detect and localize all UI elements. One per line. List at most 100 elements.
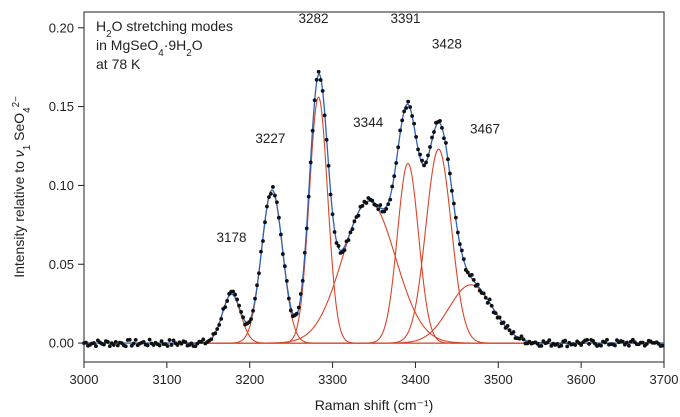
y-tick-label-0.00: 0.00 <box>49 336 74 351</box>
data-point-140 <box>361 204 365 208</box>
peak-label-3282: 3282 <box>298 11 328 26</box>
data-point-131 <box>343 248 347 252</box>
data-point-122 <box>325 138 329 142</box>
data-point-174 <box>428 145 432 149</box>
y-axis-label: Intensity relative to ν1 SeO42− <box>11 96 33 278</box>
data-point-80 <box>241 315 245 319</box>
data-point-136 <box>353 219 357 223</box>
data-point-204 <box>488 298 492 302</box>
x-tick-label-3300: 3300 <box>318 372 347 387</box>
component-peak-3344 <box>175 201 573 343</box>
data-point-32 <box>146 344 150 348</box>
data-point-95 <box>271 185 275 189</box>
data-point-60 <box>201 338 205 342</box>
peak-label-3227: 3227 <box>255 131 285 146</box>
data-point-147 <box>374 204 378 208</box>
data-point-42 <box>166 344 170 348</box>
data-point-118 <box>317 70 321 74</box>
x-tick-label-3200: 3200 <box>235 372 264 387</box>
data-point-134 <box>349 231 353 235</box>
data-point-109 <box>299 292 303 296</box>
data-point-124 <box>329 193 333 197</box>
data-point-190 <box>460 248 464 252</box>
data-point-126 <box>333 230 337 234</box>
data-point-145 <box>370 199 374 203</box>
peak-labels: 3178 3227 3282 3344 3391 3428 3467 <box>216 11 500 245</box>
data-point-185 <box>450 189 454 193</box>
data-point-94 <box>269 192 273 196</box>
data-point-128 <box>337 244 341 248</box>
peak-label-3344: 3344 <box>353 115 384 130</box>
peak-label-3467: 3467 <box>470 121 500 136</box>
y-axis-ticks: 0.000.050.100.150.20 <box>49 20 84 350</box>
data-point-85 <box>251 309 255 313</box>
data-point-157 <box>394 161 398 165</box>
data-point-166 <box>412 122 416 126</box>
data-point-102 <box>285 279 289 283</box>
data-point-175 <box>430 136 434 140</box>
data-point-155 <box>390 185 394 189</box>
data-point-72 <box>225 299 229 303</box>
component-peak-3178 <box>175 294 573 343</box>
data-point-111 <box>303 251 307 255</box>
data-point-161 <box>402 110 406 114</box>
data-point-167 <box>414 135 418 139</box>
y-tick-label-0.10: 0.10 <box>49 178 74 193</box>
data-point-170 <box>420 159 424 163</box>
data-point-121 <box>323 113 327 117</box>
data-point-247 <box>573 343 577 347</box>
y-tick-label-0.20: 0.20 <box>49 20 74 35</box>
data-point-23 <box>128 338 132 342</box>
data-point-138 <box>357 214 361 218</box>
data-point-164 <box>408 105 412 109</box>
data-point-69 <box>219 317 223 321</box>
data-point-165 <box>410 114 414 118</box>
data-point-38 <box>158 344 162 348</box>
data-point-196 <box>472 278 476 282</box>
data-point-203 <box>486 301 490 305</box>
data-point-221 <box>522 337 526 341</box>
data-point-66 <box>213 331 217 335</box>
data-point-148 <box>376 207 380 211</box>
data-point-281 <box>641 341 645 345</box>
data-point-189 <box>458 242 462 246</box>
data-point-119 <box>319 78 323 82</box>
data-point-213 <box>506 324 510 328</box>
data-point-216 <box>512 330 516 334</box>
data-point-43 <box>168 338 172 342</box>
data-point-16 <box>114 340 118 344</box>
data-point-97 <box>275 200 279 204</box>
data-point-87 <box>255 283 259 287</box>
data-point-123 <box>327 164 331 168</box>
plot-frame <box>84 12 664 362</box>
data-point-116 <box>313 98 317 102</box>
x-axis-ticks: 3000 3100 3200 3300 3400 3500 3600 3700 <box>70 362 679 387</box>
data-point-214 <box>508 328 512 332</box>
component-peak-3428 <box>175 149 573 343</box>
data-point-101 <box>283 264 287 268</box>
data-point-273 <box>625 341 629 345</box>
data-point-158 <box>396 145 400 149</box>
data-point-92 <box>265 205 269 209</box>
data-point-160 <box>400 118 404 122</box>
data-point-207 <box>494 311 498 315</box>
data-point-99 <box>279 233 283 237</box>
data-point-254 <box>587 342 591 346</box>
data-point-103 <box>287 297 291 301</box>
data-point-25 <box>132 342 136 346</box>
data-point-90 <box>261 239 265 243</box>
data-point-291 <box>661 344 665 348</box>
data-point-205 <box>490 304 494 308</box>
x-tick-label-3600: 3600 <box>567 372 596 387</box>
data-point-156 <box>392 174 396 178</box>
data-point-149 <box>378 203 382 207</box>
x-tick-label-3000: 3000 <box>70 372 99 387</box>
component-peak-3391 <box>175 163 573 343</box>
data-point-114 <box>309 160 313 164</box>
data-point-98 <box>277 216 281 220</box>
data-point-100 <box>281 252 285 256</box>
data-point-195 <box>470 273 474 277</box>
data-point-202 <box>484 296 488 300</box>
data-point-188 <box>456 231 460 235</box>
data-point-91 <box>263 220 267 224</box>
